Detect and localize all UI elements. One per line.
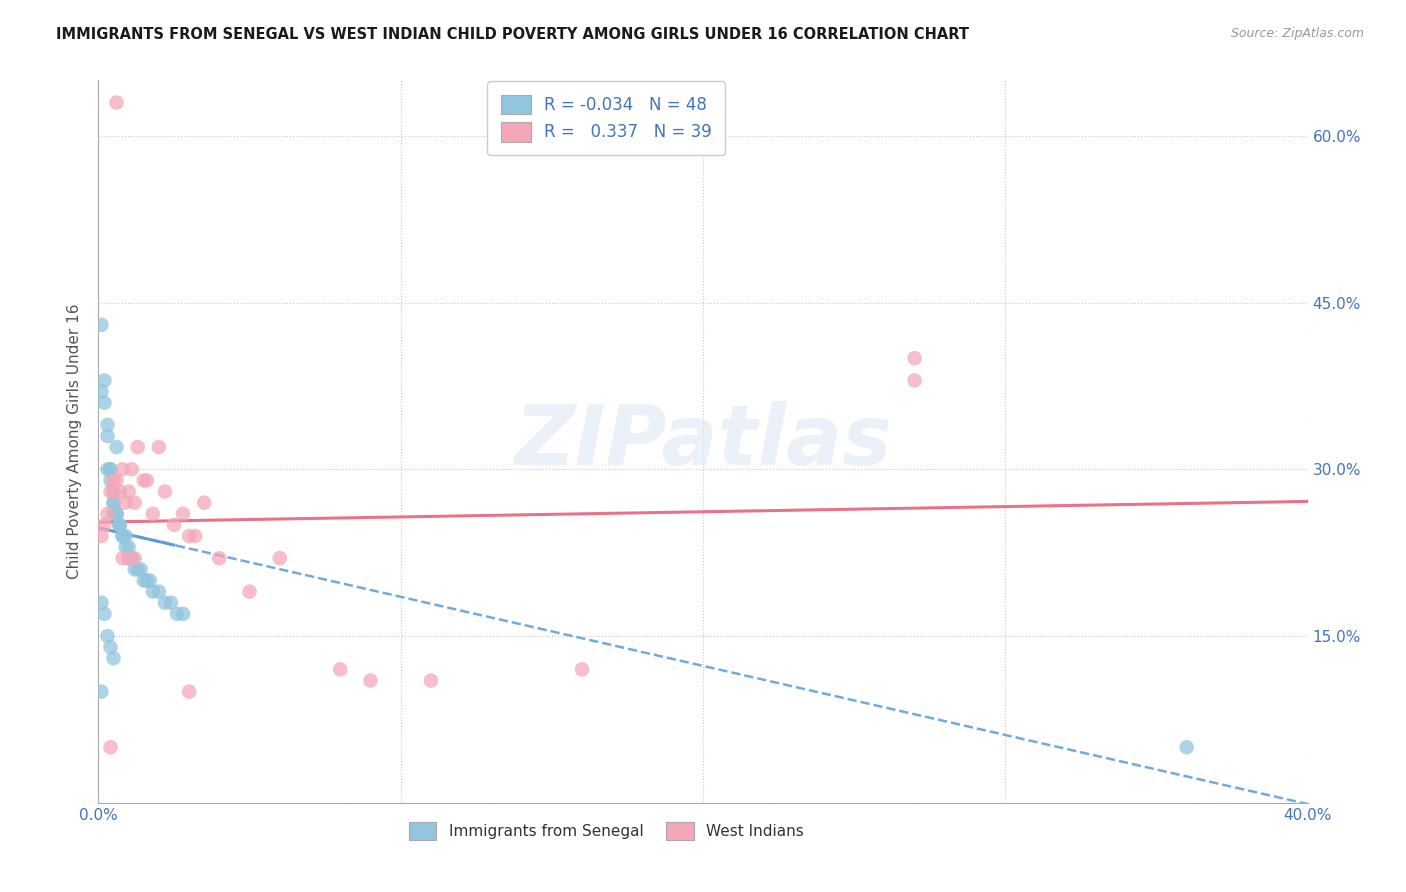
Point [111, 529, 134, 543]
Point [108, 517, 131, 532]
Point [124, 551, 146, 566]
Point [96, 629, 118, 643]
Point [105, 95, 128, 110]
Point [124, 496, 146, 510]
Point [127, 562, 149, 576]
Point [166, 607, 188, 621]
Point [179, 529, 201, 543]
Point [135, 574, 157, 588]
Point [114, 496, 136, 510]
Point [105, 507, 128, 521]
Point [114, 529, 136, 543]
Point [420, 673, 443, 688]
Point [142, 507, 165, 521]
Point [96, 429, 118, 443]
Point [129, 562, 152, 576]
Point [90, 384, 112, 399]
Point [121, 551, 143, 566]
Point [108, 517, 131, 532]
Point [269, 551, 291, 566]
Point [118, 551, 141, 566]
Point [148, 440, 170, 454]
Point [1175, 740, 1198, 755]
Point [172, 507, 194, 521]
Point [108, 517, 131, 532]
Point [114, 540, 136, 554]
Point [108, 484, 131, 499]
Point [121, 551, 143, 566]
Point [103, 484, 125, 499]
Point [139, 574, 162, 588]
Point [100, 740, 122, 755]
Point [96, 462, 118, 476]
Point [904, 373, 927, 387]
Point [360, 673, 382, 688]
Point [329, 662, 352, 676]
Point [105, 474, 128, 488]
Point [118, 540, 141, 554]
Point [148, 584, 170, 599]
Point [100, 474, 122, 488]
Point [103, 507, 125, 521]
Legend: Immigrants from Senegal, West Indians: Immigrants from Senegal, West Indians [402, 816, 810, 846]
Point [90, 318, 112, 332]
Point [90, 596, 112, 610]
Point [100, 484, 122, 499]
Point [103, 474, 125, 488]
Point [142, 584, 165, 599]
Text: Source: ZipAtlas.com: Source: ZipAtlas.com [1230, 27, 1364, 40]
Point [135, 474, 157, 488]
Point [105, 507, 128, 521]
Point [208, 551, 231, 566]
Point [132, 574, 155, 588]
Point [96, 507, 118, 521]
Point [105, 440, 128, 454]
Point [93, 395, 115, 409]
Text: ZIPatlas: ZIPatlas [515, 401, 891, 482]
Point [100, 462, 122, 476]
Point [90, 529, 112, 543]
Point [124, 562, 146, 576]
Point [121, 462, 143, 476]
Point [100, 462, 122, 476]
Text: IMMIGRANTS FROM SENEGAL VS WEST INDIAN CHILD POVERTY AMONG GIRLS UNDER 16 CORREL: IMMIGRANTS FROM SENEGAL VS WEST INDIAN C… [56, 27, 969, 42]
Point [179, 684, 201, 698]
Point [132, 474, 155, 488]
Point [111, 462, 134, 476]
Point [118, 551, 141, 566]
Point [118, 484, 141, 499]
Point [100, 640, 122, 655]
Point [571, 662, 593, 676]
Point [160, 596, 183, 610]
Point [103, 484, 125, 499]
Point [103, 496, 125, 510]
Point [111, 529, 134, 543]
Point [153, 484, 176, 499]
Point [904, 351, 927, 366]
Point [93, 517, 115, 532]
Point [184, 529, 207, 543]
Point [163, 517, 186, 532]
Point [111, 551, 134, 566]
Point [172, 607, 194, 621]
Point [93, 373, 115, 387]
Point [105, 507, 128, 521]
Point [96, 417, 118, 432]
Point [90, 684, 112, 698]
Point [127, 440, 149, 454]
Point [239, 584, 262, 599]
Point [93, 607, 115, 621]
Point [193, 496, 215, 510]
Point [103, 651, 125, 665]
Y-axis label: Child Poverty Among Girls Under 16: Child Poverty Among Girls Under 16 [67, 304, 83, 579]
Point [153, 596, 176, 610]
Point [103, 496, 125, 510]
